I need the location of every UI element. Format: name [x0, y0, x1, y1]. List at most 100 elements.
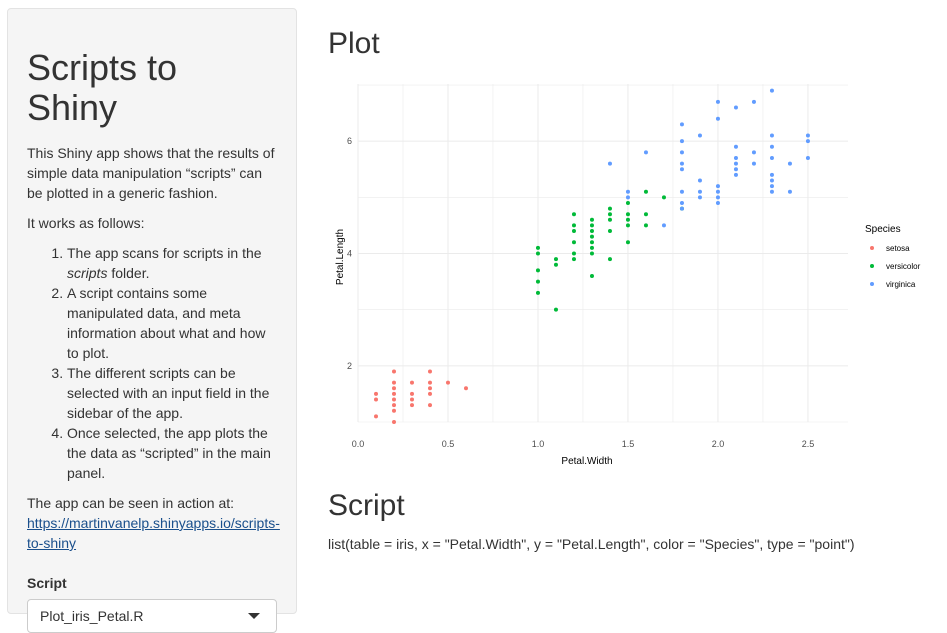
y-tick-label: 4	[347, 249, 352, 259]
script-select-label: Script	[27, 575, 67, 591]
data-point	[751, 161, 756, 166]
step-text: The app scans for scripts in the	[67, 245, 262, 261]
data-point	[427, 391, 432, 396]
data-point	[679, 200, 684, 205]
legend-label: versicolor	[886, 262, 921, 271]
step-item: A script contains some manipulated data,…	[67, 283, 277, 363]
data-point	[679, 122, 684, 127]
data-point	[409, 403, 414, 408]
data-point	[805, 156, 810, 161]
legend-key	[870, 264, 874, 268]
data-point	[535, 245, 540, 250]
data-point	[625, 195, 630, 200]
action-label: The app can be seen in action at:	[27, 495, 235, 511]
data-point	[625, 189, 630, 194]
data-point	[697, 178, 702, 183]
data-point	[589, 234, 594, 239]
y-tick-label: 2	[347, 361, 352, 371]
script-heading: Script	[328, 489, 405, 522]
data-point	[535, 251, 540, 256]
step-text: A script contains some manipulated data,…	[67, 285, 266, 361]
data-point	[589, 245, 594, 250]
data-point	[733, 167, 738, 172]
data-point	[769, 144, 774, 149]
data-point	[391, 408, 396, 413]
data-point	[715, 189, 720, 194]
data-point	[409, 391, 414, 396]
data-point	[805, 133, 810, 138]
data-point	[607, 161, 612, 166]
data-point	[589, 223, 594, 228]
step-text: The different scripts can be selected wi…	[67, 365, 270, 421]
plot-grid	[357, 84, 848, 423]
steps-list: The app scans for scripts in the scripts…	[27, 243, 277, 483]
data-point	[697, 195, 702, 200]
legend-key	[870, 246, 874, 250]
data-point	[715, 116, 720, 121]
data-point	[643, 189, 648, 194]
step-text: Once selected, the app plots the the dat…	[67, 425, 271, 481]
x-axis-label: Petal.Width	[561, 456, 612, 467]
x-tick-label: 0.0	[352, 439, 365, 449]
x-tick-label: 1.5	[622, 439, 635, 449]
data-point	[787, 161, 792, 166]
data-point	[607, 206, 612, 211]
step-item: The app scans for scripts in the scripts…	[67, 243, 277, 283]
data-point	[409, 397, 414, 402]
data-point	[589, 251, 594, 256]
data-point	[607, 257, 612, 262]
y-tick-label: 6	[347, 136, 352, 146]
data-point	[589, 217, 594, 222]
data-point	[661, 195, 666, 200]
data-point	[697, 189, 702, 194]
step-emphasis: scripts	[67, 265, 108, 281]
works-as-follows-text: It works as follows:	[27, 215, 145, 231]
data-point	[409, 380, 414, 385]
app-link[interactable]: https://martinvanelp.shinyapps.io/script…	[27, 515, 280, 551]
data-point	[445, 380, 450, 385]
chevron-down-icon[interactable]	[248, 613, 260, 619]
data-point	[679, 150, 684, 155]
step-text: folder.	[107, 265, 150, 281]
data-point	[427, 380, 432, 385]
data-point	[697, 133, 702, 138]
data-point	[373, 414, 378, 419]
data-point	[589, 273, 594, 278]
legend-key	[870, 282, 874, 286]
app-title: Scripts to Shiny	[27, 47, 178, 128]
data-point	[643, 212, 648, 217]
data-point	[733, 105, 738, 110]
data-point	[391, 391, 396, 396]
data-point	[715, 184, 720, 189]
x-tick-label: 1.0	[532, 439, 545, 449]
data-point	[373, 397, 378, 402]
script-select[interactable]: Plot_iris_Petal.R	[27, 599, 277, 633]
data-point	[625, 223, 630, 228]
data-point	[769, 189, 774, 194]
data-point	[679, 189, 684, 194]
data-point	[553, 262, 558, 267]
data-point	[571, 212, 576, 217]
data-point	[805, 139, 810, 144]
data-point	[733, 156, 738, 161]
data-point	[751, 150, 756, 155]
data-point	[625, 217, 630, 222]
data-point	[643, 223, 648, 228]
data-point	[373, 391, 378, 396]
x-tick-label: 2.0	[712, 439, 725, 449]
data-point	[589, 229, 594, 234]
data-point	[391, 397, 396, 402]
plot-points	[373, 88, 810, 424]
scatter-plot: Petal.Width Petal.Length 0.0 0.5 1.0 1.5 2.0…	[328, 72, 940, 472]
data-point	[769, 178, 774, 183]
data-point	[607, 229, 612, 234]
data-point	[571, 240, 576, 245]
plot-heading: Plot	[328, 27, 380, 60]
y-axis-label: Petal.Length	[335, 229, 346, 285]
data-point	[769, 172, 774, 177]
data-point	[715, 195, 720, 200]
data-point	[391, 403, 396, 408]
data-point	[463, 386, 468, 391]
data-point	[769, 156, 774, 161]
data-point	[391, 380, 396, 385]
